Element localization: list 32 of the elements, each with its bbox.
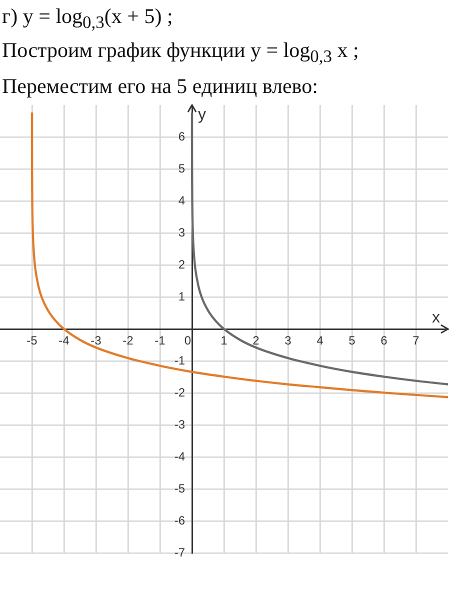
y-tick-label: 6 (178, 129, 186, 144)
y-tick-label: -6 (174, 513, 186, 528)
x-tick-label: -5 (26, 333, 38, 348)
y-tick-label: -1 (174, 353, 186, 368)
y-tick-label: 5 (178, 161, 186, 176)
y-tick-label: 3 (178, 225, 186, 240)
y-axis-title: y (198, 106, 206, 124)
x-tick-label: 7 (412, 333, 420, 348)
y-tick-label: -7 (174, 545, 186, 560)
x-tick-label: -2 (122, 333, 134, 348)
x-tick-label: 1 (220, 333, 228, 348)
x-tick-label: 3 (284, 333, 292, 348)
text: Построим график функции y = log$_{0,3}$ x ; (2, 37, 359, 68)
chart-title: г) y = log$_{0,3}$(x + 5) ; (2, 3, 173, 34)
y-tick-label: -5 (174, 481, 186, 496)
x-tick-label: 6 (380, 333, 388, 348)
y-tick-label: -3 (174, 417, 186, 432)
x-tick-label: -3 (90, 333, 102, 348)
x-tick-label: 0 (184, 333, 192, 348)
x-axis-title: x (432, 309, 440, 326)
y-tick-label: 4 (178, 193, 186, 208)
x-tick-label: -1 (154, 333, 166, 348)
x-tick-label: 5 (348, 333, 356, 348)
text: Переместим его на 5 единиц влево: (2, 73, 318, 100)
y-tick-label: -4 (174, 449, 186, 464)
x-tick-label: -4 (58, 333, 70, 348)
line-series (190, 112, 448, 386)
x-tick-label: 2 (252, 333, 260, 348)
y-tick-label: 1 (178, 289, 186, 304)
y-tick-label: 2 (178, 257, 186, 272)
y-tick-label: -2 (174, 385, 186, 400)
x-tick-label: 4 (316, 333, 324, 348)
